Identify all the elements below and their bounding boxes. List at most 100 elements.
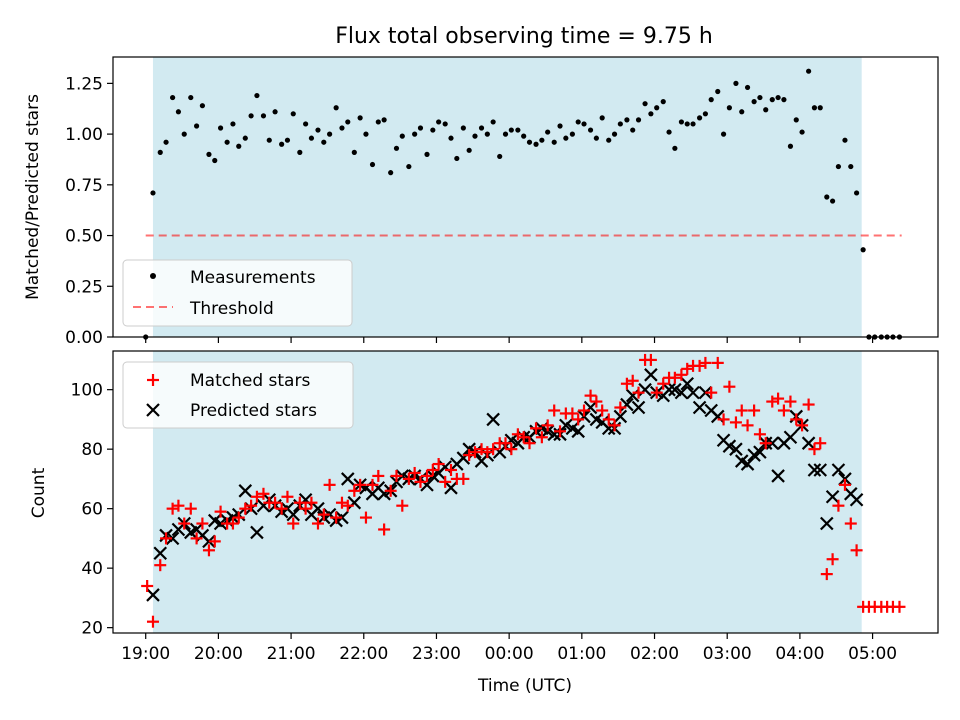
matched-point: [602, 413, 615, 426]
measurement-point: [351, 149, 357, 155]
matched-point: [850, 544, 863, 557]
matched-point: [341, 499, 354, 512]
measurement-point: [206, 151, 212, 157]
measurement-point: [315, 127, 321, 133]
matched-point: [826, 553, 839, 566]
measurement-point: [624, 117, 630, 123]
matched-point: [421, 469, 434, 482]
measurement-point: [224, 139, 230, 145]
matched-point: [626, 374, 639, 387]
predicted-point: [486, 412, 500, 427]
matched-point: [566, 407, 579, 420]
measurement-point: [345, 119, 351, 125]
measurement-point: [442, 121, 448, 127]
matched-point: [729, 416, 742, 429]
measurement-point: [412, 131, 418, 137]
measurement-point: [848, 163, 854, 170]
top-y-tick-label: 1.25: [65, 74, 103, 94]
measurement-points: [143, 68, 903, 340]
matched-point: [657, 377, 670, 390]
measurement-point: [744, 84, 751, 91]
matched-point: [414, 475, 427, 488]
matched-point: [535, 431, 548, 444]
matched-point: [705, 386, 718, 399]
matched-point: [293, 496, 306, 509]
matched-point: [196, 517, 209, 530]
measurement-point: [733, 80, 739, 86]
predicted-point: [146, 588, 160, 602]
matched-point: [644, 353, 657, 366]
bottom-x-axis: 19:00 20:00 21:00 22:00 23:00 00:00 01:00 02:00…: [121, 633, 897, 664]
measurement-point: [339, 125, 345, 131]
measurement-point: [672, 145, 678, 151]
matched-point: [348, 484, 361, 497]
measurement-point: [630, 127, 636, 133]
measurement-point: [454, 155, 460, 162]
matched-point: [784, 395, 797, 408]
matched-point: [384, 484, 397, 497]
measurement-point: [835, 163, 842, 170]
measurement-point: [381, 117, 387, 123]
measurement-point: [781, 97, 787, 103]
matched-point: [232, 511, 245, 524]
matched-point: [468, 446, 481, 459]
matched-point: [578, 404, 591, 417]
x-tick-label: 23:00: [412, 644, 461, 664]
predicted-point: [153, 546, 168, 561]
matched-point: [668, 371, 681, 384]
top-y-tick-label: 1.00: [65, 125, 103, 145]
matched-point: [759, 437, 772, 450]
measurement-point: [188, 94, 194, 101]
predicted-point: [692, 400, 707, 415]
measurement-point: [853, 190, 860, 196]
matched-point: [650, 386, 663, 399]
predicted-point: [729, 442, 743, 456]
measurement-point: [266, 137, 272, 143]
measurement-point: [260, 113, 267, 119]
measurement-point: [551, 139, 557, 145]
matched-point: [735, 404, 748, 417]
matched-point: [184, 502, 197, 515]
measurement-point: [642, 101, 648, 107]
matched-point: [269, 496, 282, 509]
measurement-point: [769, 97, 775, 103]
measurement-point: [739, 109, 745, 115]
measurement-point: [806, 68, 812, 74]
matched-point: [844, 517, 857, 530]
predicted-point: [801, 436, 816, 450]
predicted-point: [849, 492, 864, 507]
measurement-point: [297, 149, 303, 155]
matched-point: [202, 544, 215, 557]
matched-point: [699, 356, 712, 369]
measurement-point: [460, 125, 466, 131]
matched-point: [777, 404, 790, 417]
measurement-point: [333, 105, 339, 111]
matched-point: [832, 499, 845, 512]
matched-point: [596, 404, 609, 417]
matched-point: [396, 499, 409, 512]
measurement-point: [684, 121, 690, 127]
measurement-point: [611, 131, 618, 137]
measurement-point: [430, 127, 436, 133]
measurement-point: [497, 153, 503, 160]
top-y-tick-label: 0.75: [65, 176, 103, 196]
measurement-point: [860, 247, 866, 253]
matched-point: [323, 478, 336, 491]
measurement-point: [696, 115, 703, 121]
measurement-point: [212, 157, 218, 164]
top-x-ticks: [145, 337, 874, 343]
measurement-point: [199, 103, 206, 109]
matched-point: [330, 511, 343, 524]
measurement-point: [369, 161, 376, 168]
top-y-tick-label: 0.00: [65, 328, 103, 348]
matched-point: [796, 419, 809, 432]
legend-cross: [146, 403, 160, 417]
measurement-point: [436, 119, 442, 125]
measurement-point: [751, 99, 757, 105]
matched-point: [675, 368, 688, 381]
matched-point: [250, 490, 263, 503]
predicted-point: [813, 463, 828, 477]
legend-measurement-marker: [150, 273, 156, 279]
predicted-point: [674, 385, 689, 400]
